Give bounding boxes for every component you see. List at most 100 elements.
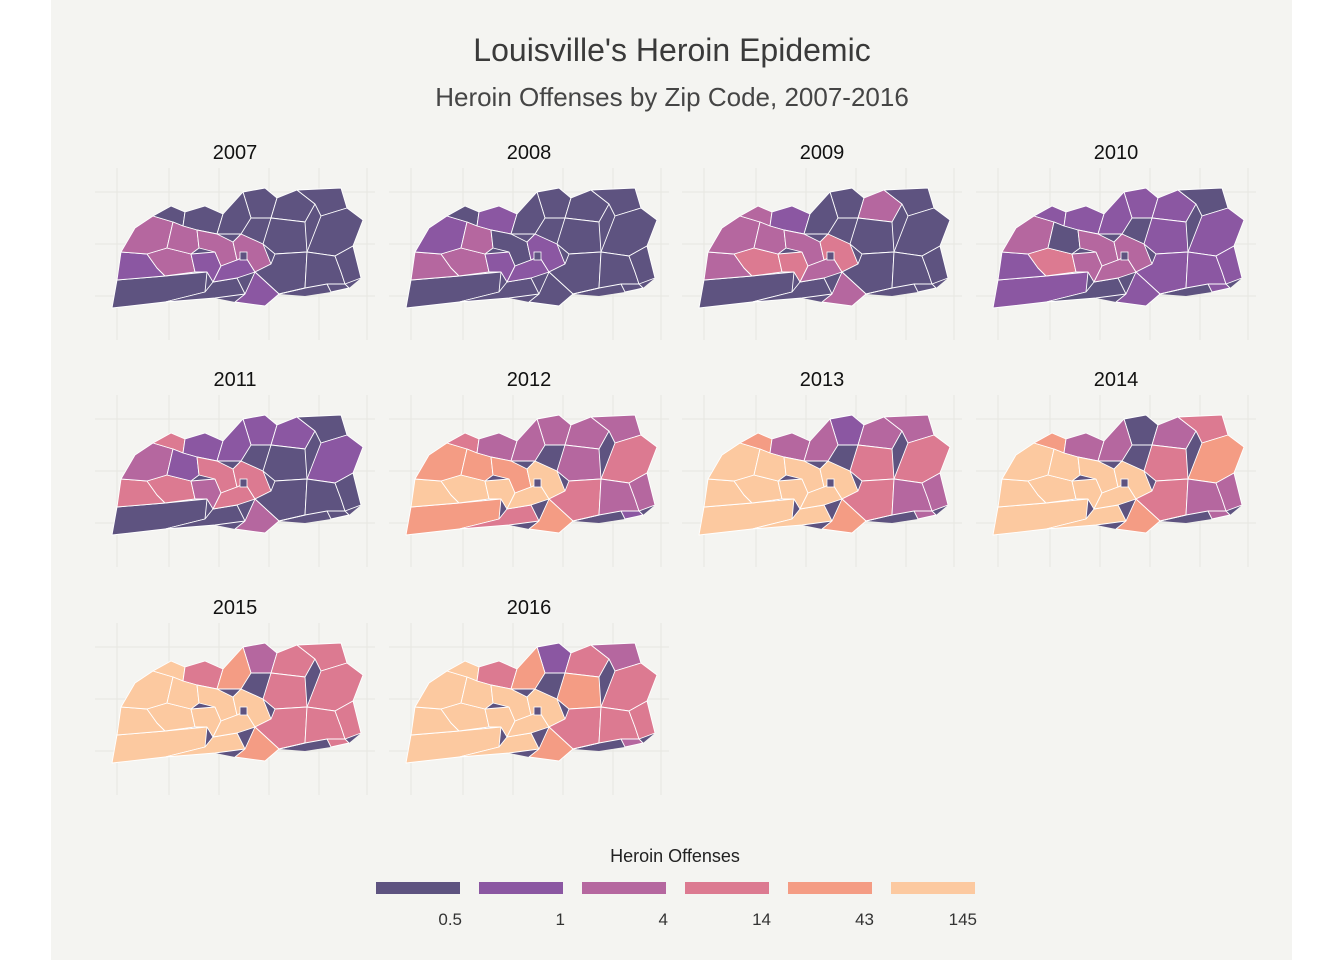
zip-region — [1115, 498, 1161, 534]
zip-map — [976, 168, 1256, 340]
facet-label: 2012 — [506, 369, 552, 391]
legend-label: 0.5 — [438, 910, 462, 929]
zip-region — [628, 700, 656, 740]
zip-map — [682, 168, 962, 340]
zip-region — [564, 189, 610, 223]
facet-2014: 2014 — [976, 369, 1256, 579]
zip-region — [628, 245, 656, 285]
zip-region — [821, 271, 867, 307]
zip-region — [1215, 472, 1243, 512]
zip-region — [564, 416, 610, 450]
zip-region — [556, 444, 602, 482]
facet-label: 2011 — [213, 369, 257, 391]
zip-region — [334, 472, 362, 512]
zip-map — [976, 395, 1256, 567]
zip-map — [682, 395, 962, 567]
zip-enclave — [1120, 478, 1129, 488]
zip-enclave — [533, 478, 542, 488]
zip-region — [849, 217, 895, 255]
legend-swatch — [891, 882, 975, 894]
zip-region — [857, 189, 903, 223]
zip-region — [1143, 444, 1189, 482]
zip-region — [556, 217, 602, 255]
zip-region — [262, 672, 308, 710]
zip-region — [1097, 418, 1133, 462]
zip-region — [913, 510, 937, 520]
zip-region — [270, 416, 316, 450]
zip-enclave — [239, 706, 248, 716]
zip-region — [564, 644, 610, 678]
zip-enclave — [826, 478, 835, 488]
zip-region — [1151, 189, 1197, 223]
zip-region — [334, 700, 362, 740]
chart-subtitle: Heroin Offenses by Zip Code, 2007-2016 — [435, 82, 909, 112]
facet-label: 2007 — [212, 142, 258, 164]
legend-label: 4 — [658, 910, 668, 929]
zip-region — [1207, 283, 1231, 293]
zip-region — [326, 738, 350, 748]
zip-enclave — [239, 478, 248, 488]
facet-2008: 2008 — [389, 142, 669, 352]
zip-enclave — [826, 251, 835, 261]
zip-region — [326, 510, 350, 520]
legend-swatch — [685, 882, 769, 894]
zip-region — [1151, 416, 1197, 450]
legend-swatch — [376, 882, 460, 894]
zip-region — [707, 442, 761, 482]
facet-2010: 2010 — [976, 142, 1256, 352]
zip-region — [510, 646, 546, 690]
zip-region — [849, 444, 895, 482]
facet-label: 2016 — [506, 597, 552, 619]
zip-region — [620, 283, 644, 293]
legend-swatch — [788, 882, 872, 894]
legend-swatch — [479, 882, 563, 894]
zip-region — [528, 271, 574, 307]
zip-region — [234, 271, 280, 307]
zip-enclave — [1120, 251, 1129, 261]
zip-region — [270, 644, 316, 678]
zip-region — [528, 726, 574, 762]
zip-region — [1001, 442, 1055, 482]
zip-region — [1143, 217, 1189, 255]
zip-region — [620, 510, 644, 520]
facet-2009: 2009 — [682, 142, 962, 352]
zip-region — [620, 738, 644, 748]
facet-label: 2013 — [799, 369, 845, 391]
zip-map — [389, 395, 669, 567]
zip-region — [921, 472, 949, 512]
zip-region — [120, 670, 174, 710]
legend-label: 145 — [948, 910, 977, 929]
zip-map — [95, 623, 375, 795]
zip-region — [234, 498, 280, 534]
zip-region — [120, 215, 174, 255]
facet-label: 2014 — [1093, 369, 1139, 391]
legend-title: Heroin Offenses — [610, 846, 740, 866]
zip-region — [821, 498, 867, 534]
legend-label: 1 — [555, 910, 565, 929]
facet-label: 2009 — [799, 142, 845, 164]
zip-region — [1215, 245, 1243, 285]
facet-2007: 2007 — [95, 142, 375, 352]
zip-region — [510, 191, 546, 235]
zip-enclave — [533, 706, 542, 716]
legend-label: 14 — [752, 910, 771, 929]
chart-title: Louisville's Heroin Epidemic — [473, 32, 871, 68]
zip-map — [389, 168, 669, 340]
zip-region — [216, 646, 252, 690]
zip-enclave — [239, 251, 248, 261]
zip-region — [334, 245, 362, 285]
zip-region — [262, 444, 308, 482]
zip-region — [216, 418, 252, 462]
zip-region — [803, 418, 839, 462]
legend-swatch — [582, 882, 666, 894]
zip-map — [389, 623, 669, 795]
zip-region — [270, 189, 316, 223]
zip-region — [628, 472, 656, 512]
facet-2011: 2011 — [95, 369, 375, 579]
facet-2015: 2015 — [95, 597, 375, 807]
zip-region — [120, 442, 174, 482]
zip-region — [707, 215, 761, 255]
zip-region — [528, 498, 574, 534]
zip-region — [1001, 215, 1055, 255]
legend-label: 43 — [855, 910, 874, 929]
